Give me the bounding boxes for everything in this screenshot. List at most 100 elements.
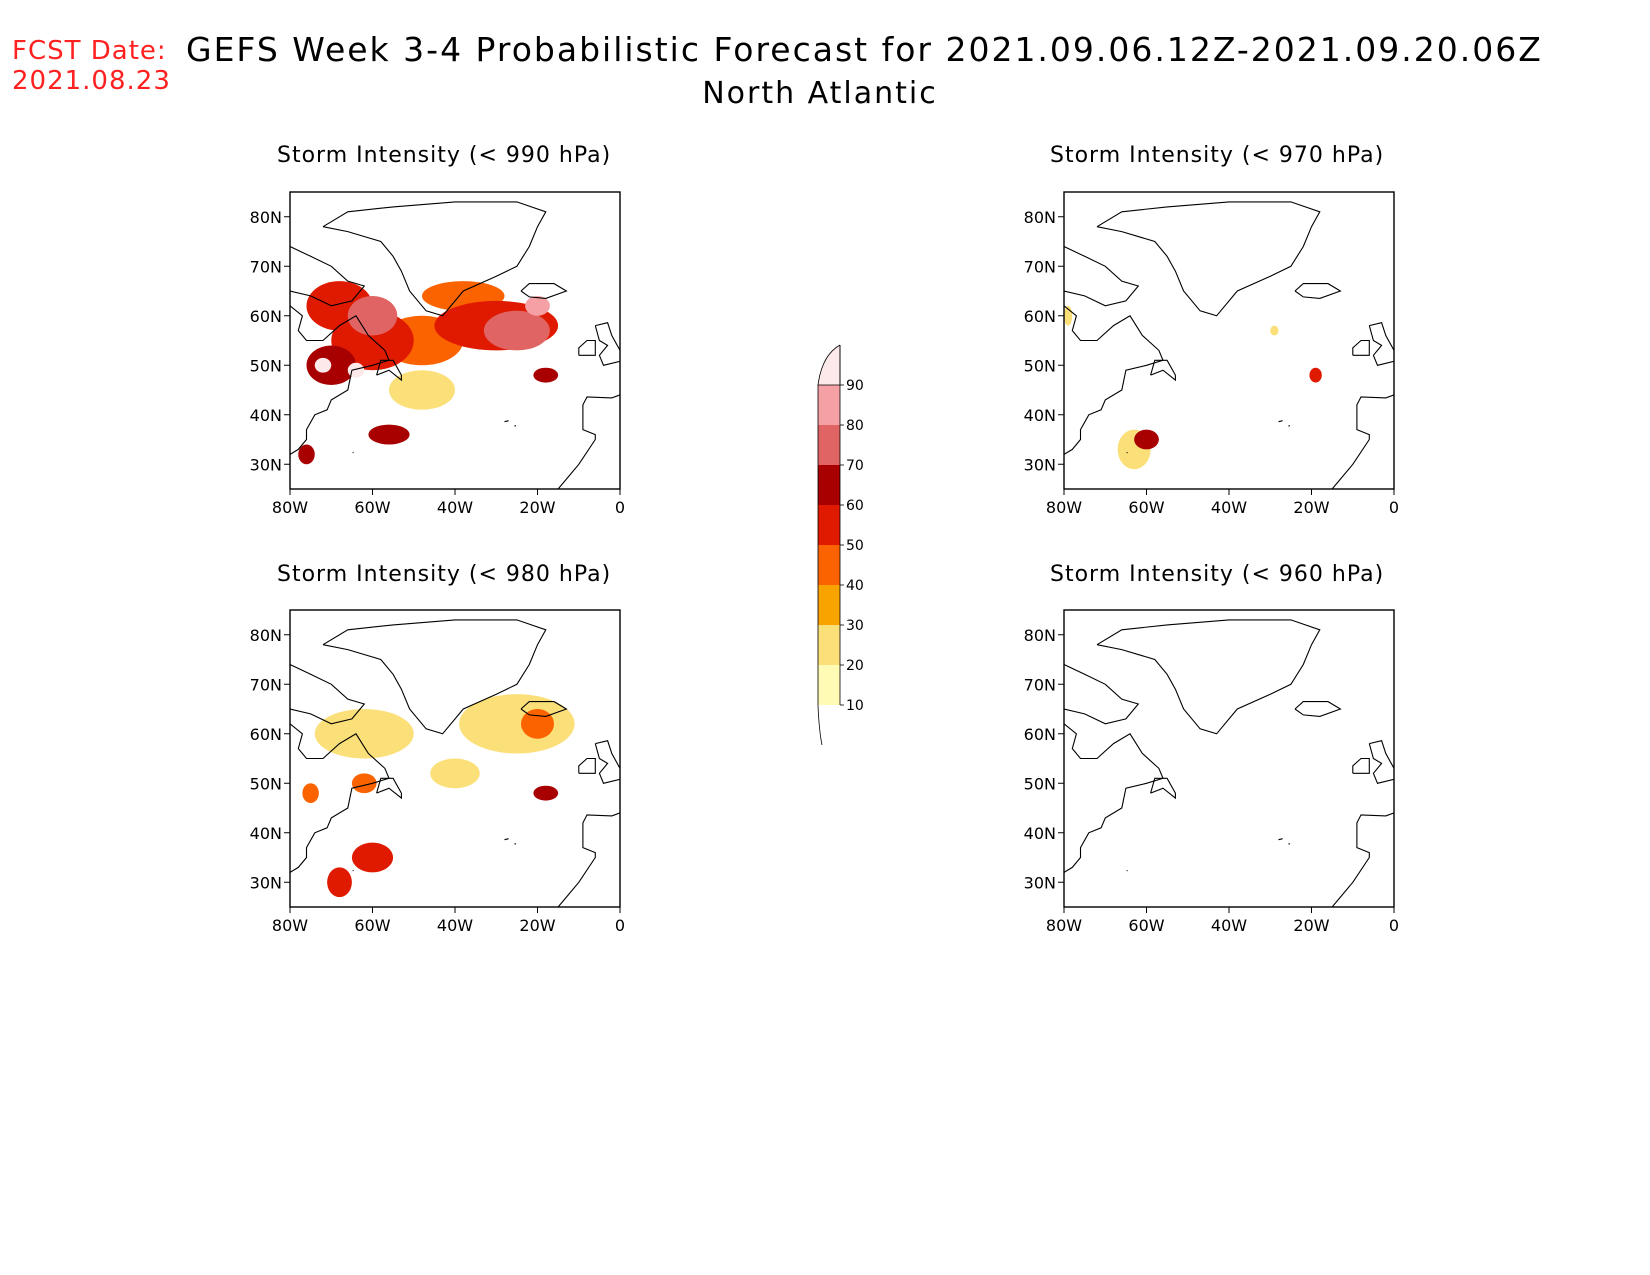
coastline [1064, 664, 1140, 725]
y-tick-label: 70N [250, 257, 282, 276]
x-tick-label: 80W [272, 498, 308, 517]
coastline [594, 740, 620, 784]
coastline [1096, 201, 1321, 317]
y-tick-label: 80N [1024, 626, 1056, 645]
coastline [290, 664, 366, 725]
x-tick-label: 20W [519, 498, 555, 517]
coastline [290, 723, 390, 873]
coastline [1096, 619, 1321, 735]
coastline [1064, 305, 1164, 455]
coastline [322, 619, 547, 735]
y-tick-label: 50N [1024, 774, 1056, 793]
probability-region [430, 758, 480, 789]
legend-tick-label: 40 [846, 578, 864, 594]
legend-swatch [818, 545, 840, 585]
map-frame [289, 609, 621, 908]
legend-swatch [818, 585, 840, 625]
coastline [1150, 777, 1176, 800]
x-tick-label: 40W [437, 916, 473, 935]
probability-region [314, 357, 332, 373]
figure-title: GEFS Week 3-4 Probabilistic Forecast for… [186, 30, 1543, 69]
coastline [290, 246, 366, 307]
coastline [1288, 425, 1291, 427]
y-tick-label: 40N [250, 824, 282, 843]
probability-region [351, 842, 394, 873]
coastline [514, 425, 517, 427]
legend-tick-label: 80 [846, 418, 864, 434]
legend-tick-label: 20 [846, 658, 864, 674]
x-tick-label: 40W [437, 498, 473, 517]
x-tick-label: 80W [272, 916, 308, 935]
coastline [1064, 246, 1140, 307]
fcst-date-label: FCST Date: [12, 36, 167, 66]
fcst-date-block: FCST Date: 2021.08.23 [12, 36, 171, 96]
y-tick-label: 70N [1024, 257, 1056, 276]
probability-region [533, 785, 559, 801]
x-tick-label: 80W [1046, 498, 1082, 517]
legend-tick-label: 50 [846, 538, 864, 554]
y-tick-label: 80N [250, 208, 282, 227]
probability-region [347, 295, 398, 336]
figure-subtitle: North Atlantic [702, 76, 938, 111]
coastline [376, 359, 402, 382]
coastline [578, 757, 596, 774]
legend-swatch [818, 505, 840, 545]
legend-tick-label: 10 [846, 698, 864, 714]
panel-title-980: Storm Intensity (< 980 hPa) [277, 562, 612, 587]
legend-tick-label: 60 [846, 498, 864, 514]
legend-swatch [818, 465, 840, 505]
probability-region [521, 709, 554, 739]
coastline [594, 322, 620, 366]
y-tick-label: 70N [250, 675, 282, 694]
y-tick-label: 60N [250, 307, 282, 326]
coastline [557, 812, 620, 907]
coastline [1368, 740, 1394, 784]
map-frame [1063, 191, 1395, 490]
probability-region [327, 867, 352, 898]
probability-region [298, 444, 315, 465]
coastline [1352, 757, 1370, 774]
color-legend: 10 20 30 40 50 60 70 80 90 [817, 344, 864, 745]
y-tick-label: 50N [250, 356, 282, 375]
x-tick-label: 0 [615, 498, 625, 517]
probability-region [483, 310, 550, 351]
y-tick-label: 30N [250, 455, 282, 474]
probability-region [314, 709, 414, 759]
panel-title-990: Storm Intensity (< 990 hPa) [277, 143, 612, 168]
y-tick-label: 50N [1024, 356, 1056, 375]
y-tick-label: 60N [1024, 725, 1056, 744]
x-tick-label: 0 [1389, 498, 1399, 517]
coastline [352, 451, 354, 454]
coastline [1278, 420, 1283, 423]
y-tick-label: 40N [250, 406, 282, 425]
coastline [1368, 322, 1394, 366]
x-tick-label: 20W [1293, 916, 1329, 935]
coastline [504, 420, 509, 423]
coastline [1126, 869, 1128, 872]
x-tick-label: 60W [1128, 498, 1164, 517]
y-tick-label: 50N [250, 774, 282, 793]
probability-region [389, 370, 455, 410]
coastline [578, 339, 596, 356]
y-tick-label: 30N [1024, 873, 1056, 892]
coastline [1331, 394, 1394, 489]
x-tick-label: 40W [1211, 498, 1247, 517]
coastline [1288, 843, 1291, 845]
coastline [352, 869, 354, 872]
y-tick-label: 80N [250, 626, 282, 645]
probability-region [302, 783, 319, 804]
legend-swatch [818, 665, 840, 705]
map-panel-980: 80W 60W 40W 20W 0 80N 70N 60N 50N 40N 30N [250, 609, 625, 935]
map-panel-970: 80W 60W 40W 20W 0 80N 70N 60N 50N 40N 30N [1024, 191, 1399, 517]
y-tick-label: 40N [1024, 824, 1056, 843]
x-tick-label: 60W [1128, 916, 1164, 935]
probability-region [1309, 367, 1322, 383]
coastline [514, 843, 517, 845]
legend-tick-label: 70 [846, 458, 864, 474]
coastline [290, 305, 390, 455]
coastline [1352, 339, 1370, 356]
coastline [520, 283, 568, 299]
map-frame [1063, 609, 1395, 908]
panel-title-970: Storm Intensity (< 970 hPa) [1050, 143, 1385, 168]
legend-swatch [817, 344, 841, 386]
